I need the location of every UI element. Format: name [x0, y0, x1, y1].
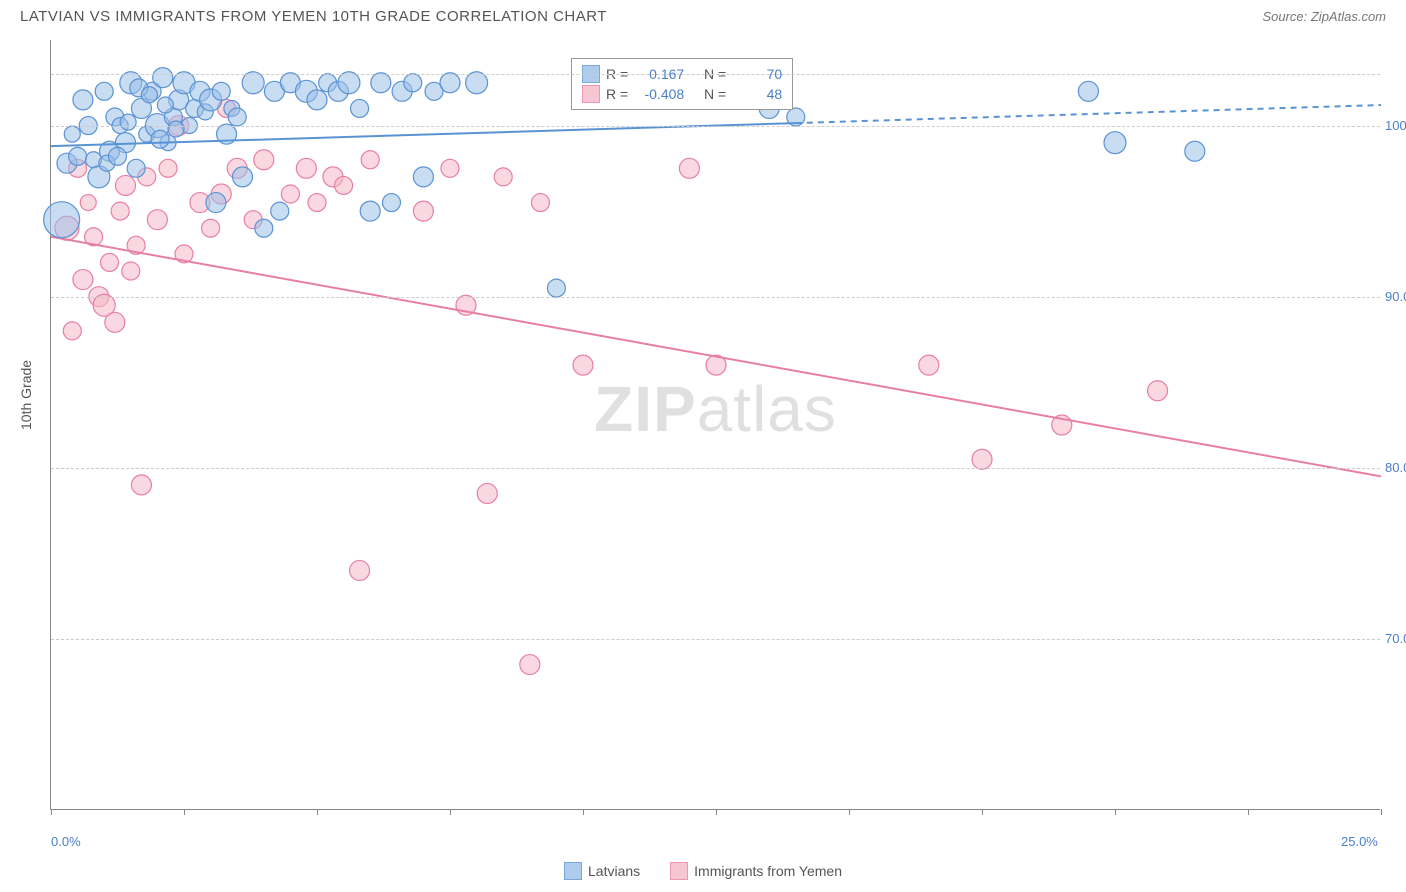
- data-point: [441, 159, 459, 177]
- data-point: [157, 97, 173, 113]
- xtick: [51, 809, 52, 815]
- data-point: [73, 90, 93, 110]
- legend-item-latvians: Latvians: [564, 862, 640, 880]
- data-point: [151, 130, 169, 148]
- data-point: [1104, 132, 1126, 154]
- y-axis-label: 10th Grade: [18, 360, 34, 430]
- data-point: [440, 73, 460, 93]
- data-point: [233, 167, 253, 187]
- data-point: [413, 167, 433, 187]
- gridline: [51, 639, 1380, 640]
- xtick: [1248, 809, 1249, 815]
- data-point: [351, 99, 369, 117]
- data-point: [371, 73, 391, 93]
- gridline: [51, 468, 1380, 469]
- data-point: [520, 655, 540, 675]
- data-point: [64, 126, 80, 142]
- data-point: [206, 193, 226, 213]
- data-point: [350, 560, 370, 580]
- data-point: [382, 194, 400, 212]
- data-point: [254, 150, 274, 170]
- data-point: [141, 87, 157, 103]
- xtick: [1115, 809, 1116, 815]
- gridline: [51, 126, 1380, 127]
- gridline: [51, 297, 1380, 298]
- data-point: [202, 219, 220, 237]
- data-point: [360, 201, 380, 221]
- bottom-legend: Latvians Immigrants from Yemen: [0, 862, 1406, 880]
- data-point: [168, 121, 184, 137]
- data-point: [95, 82, 113, 100]
- regression-line-dashed: [796, 105, 1381, 123]
- data-point: [404, 74, 422, 92]
- regression-line: [51, 237, 1381, 477]
- data-point: [335, 176, 353, 194]
- xtick: [450, 809, 451, 815]
- data-point: [494, 168, 512, 186]
- data-point: [228, 108, 246, 126]
- swatch-yemen: [582, 85, 600, 103]
- data-point: [63, 322, 81, 340]
- data-point: [120, 114, 136, 130]
- swatch-latvians-icon: [564, 862, 582, 880]
- ytick-label: 70.0%: [1385, 631, 1406, 646]
- data-point: [153, 68, 173, 88]
- data-point: [44, 202, 80, 238]
- xtick: [716, 809, 717, 815]
- xtick: [317, 809, 318, 815]
- data-point: [413, 201, 433, 221]
- xtick-label: 0.0%: [51, 834, 81, 849]
- data-point: [573, 355, 593, 375]
- swatch-yemen-icon: [670, 862, 688, 880]
- data-point: [69, 147, 87, 165]
- data-point: [1078, 81, 1098, 101]
- data-point: [477, 483, 497, 503]
- data-point: [972, 449, 992, 469]
- ytick-label: 80.0%: [1385, 460, 1406, 475]
- legend-item-yemen: Immigrants from Yemen: [670, 862, 842, 880]
- data-point: [80, 195, 96, 211]
- ytick-label: 90.0%: [1385, 289, 1406, 304]
- data-point: [255, 219, 273, 237]
- chart-area: ZIPatlas R = 0.167 N = 70 R = -0.408 N =…: [50, 40, 1380, 810]
- xtick-label: 25.0%: [1341, 834, 1378, 849]
- data-point: [147, 210, 167, 230]
- xtick: [1381, 809, 1382, 815]
- data-point: [1185, 141, 1205, 161]
- stats-legend: R = 0.167 N = 70 R = -0.408 N = 48: [571, 58, 793, 110]
- ytick-label: 100.0%: [1385, 118, 1406, 133]
- chart-title: LATVIAN VS IMMIGRANTS FROM YEMEN 10TH GR…: [20, 8, 607, 25]
- data-point: [1148, 381, 1168, 401]
- data-point: [159, 159, 177, 177]
- data-point: [296, 158, 316, 178]
- data-point: [122, 262, 140, 280]
- xtick: [583, 809, 584, 815]
- data-point: [361, 151, 379, 169]
- data-point: [919, 355, 939, 375]
- source-label: Source: ZipAtlas.com: [1262, 9, 1386, 24]
- data-point: [271, 202, 289, 220]
- xtick: [849, 809, 850, 815]
- data-point: [109, 147, 127, 165]
- data-point: [547, 279, 565, 297]
- gridline: [51, 74, 1380, 75]
- data-point: [531, 194, 549, 212]
- data-point: [115, 175, 135, 195]
- scatter-plot-svg: [51, 40, 1380, 809]
- data-point: [73, 270, 93, 290]
- stats-row-yemen: R = -0.408 N = 48: [582, 85, 782, 103]
- data-point: [212, 82, 230, 100]
- xtick: [184, 809, 185, 815]
- data-point: [307, 90, 327, 110]
- data-point: [281, 185, 299, 203]
- data-point: [679, 158, 699, 178]
- xtick: [982, 809, 983, 815]
- data-point: [308, 194, 326, 212]
- data-point: [127, 159, 145, 177]
- data-point: [101, 253, 119, 271]
- data-point: [131, 475, 151, 495]
- data-point: [105, 312, 125, 332]
- data-point: [111, 202, 129, 220]
